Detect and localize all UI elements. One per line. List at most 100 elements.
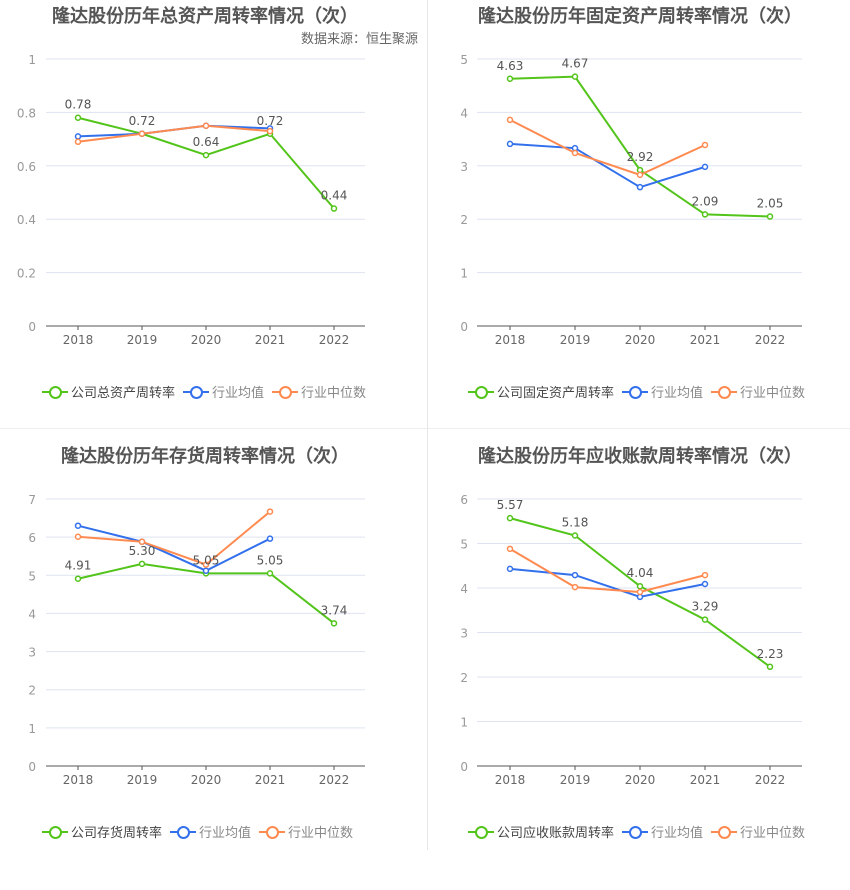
y-tick-label: 7: [28, 493, 36, 507]
data-point: [636, 183, 644, 191]
legend-line-circle-icon: [468, 384, 494, 400]
series-line-mean: [77, 124, 271, 138]
data-label: 0.64: [193, 135, 220, 149]
legend: 公司总资产周转率 行业均值 行业中位数: [42, 382, 366, 401]
data-label: 4.63: [497, 59, 524, 73]
y-tick-label: 0.2: [17, 267, 36, 281]
data-point: [506, 116, 514, 124]
data-point: [138, 560, 146, 568]
y-tick-label: 5: [460, 538, 468, 552]
data-point: [74, 533, 82, 541]
legend-item-median[interactable]: 行业中位数: [711, 822, 805, 841]
legend-label: 行业均值: [212, 386, 265, 401]
data-label: 0.72: [257, 114, 284, 128]
legend-item-median[interactable]: 行业中位数: [259, 822, 353, 841]
receivables-turnover-panel: 隆达股份历年应收账款周转率情况（次） 0 1 2 3 4 5 6 2018 2019 2020 20…: [428, 440, 850, 860]
chart-svg: 0 1 2 3 4 5 6 7 2018 2019 2020 2021 2022 4.91 5.30 5.05…: [28, 493, 365, 787]
x-tick-label: 2022: [319, 333, 350, 347]
legend-item-company[interactable]: 公司固定资产周转率: [468, 382, 614, 401]
legend-label: 行业中位数: [740, 826, 806, 841]
y-tick-label: 6: [460, 493, 468, 507]
y-tick-label: 5: [460, 53, 468, 67]
data-point: [571, 149, 579, 157]
x-tick-label: 2020: [625, 333, 656, 347]
series-line-company: [77, 116, 335, 210]
series-line-median: [509, 547, 706, 594]
data-point: [766, 663, 774, 671]
x-tick-label: 2021: [690, 333, 721, 347]
legend-line-circle-icon: [711, 384, 738, 400]
legend-item-median[interactable]: 行业中位数: [711, 382, 805, 401]
data-point: [202, 567, 210, 574]
data-label: 2.05: [757, 197, 784, 211]
legend-label: 行业中位数: [288, 826, 354, 841]
legend: 公司应收账款周转率 行业均值 行业中位数: [468, 822, 805, 841]
chart-title: 隆达股份历年存货周转率情况（次）: [61, 446, 349, 467]
series-line-mean: [77, 524, 271, 572]
data-point: [636, 582, 644, 590]
x-tick-label: 2019: [127, 773, 158, 787]
legend-line-circle-icon: [42, 384, 68, 400]
x-tick-label: 2021: [690, 773, 721, 787]
chart-title: 隆达股份历年应收账款周转率情况（次）: [478, 446, 802, 467]
inventory-turnover-panel: 隆达股份历年存货周转率情况（次） 0 1 2 3 4 5 6 7 2018 2019 2020 202…: [0, 440, 426, 860]
y-tick-label: 1: [460, 716, 468, 730]
y-tick-label: 1: [28, 53, 36, 67]
data-point: [636, 171, 644, 179]
legend-item-mean[interactable]: 行业均值: [183, 382, 264, 401]
y-tick-label: 3: [460, 627, 468, 641]
legend-line-circle-icon: [272, 384, 299, 400]
x-tick-label: 2019: [560, 333, 591, 347]
y-tick-label: 4: [28, 607, 36, 621]
legend-item-median[interactable]: 行业中位数: [272, 382, 366, 401]
data-point: [138, 130, 146, 138]
legend-item-mean[interactable]: 行业均值: [622, 382, 703, 401]
legend-line-circle-icon: [183, 384, 210, 400]
data-point: [74, 133, 82, 140]
y-tick-label: 0: [460, 320, 468, 334]
legend-item-company[interactable]: 公司总资产周转率: [42, 382, 175, 401]
chart-title: 隆达股份历年总资产周转率情况（次）: [52, 6, 358, 27]
x-tick-label: 2020: [191, 773, 222, 787]
data-label: 2.09: [692, 194, 719, 208]
data-label: 5.05: [257, 553, 284, 567]
legend: 公司固定资产周转率 行业均值 行业中位数: [468, 382, 805, 401]
data-point: [701, 163, 709, 171]
chart-svg: 0 1 2 3 4 5 2018 2019 2020 2021 2022 4.63 4.67 2.92 2.…: [460, 53, 802, 347]
series-line-mean: [509, 142, 706, 189]
legend-label: 行业均值: [651, 826, 704, 841]
data-point: [506, 565, 514, 573]
y-tick-label: 0.6: [17, 160, 36, 174]
data-point: [266, 535, 274, 542]
y-tick-label: 2: [460, 671, 468, 685]
legend-item-mean[interactable]: 行业均值: [170, 822, 251, 841]
legend-line-circle-icon: [170, 824, 197, 840]
y-tick-label: 5: [28, 569, 36, 583]
x-tick-label: 2022: [755, 773, 786, 787]
legend-line-circle-icon: [622, 824, 649, 840]
data-point: [202, 561, 210, 568]
data-label: 2.23: [757, 647, 784, 661]
data-point: [266, 127, 274, 135]
y-tick-label: 0: [28, 760, 36, 774]
legend-item-mean[interactable]: 行业均值: [622, 822, 703, 841]
legend-item-company[interactable]: 公司存货周转率: [42, 822, 162, 841]
data-point: [701, 580, 709, 588]
legend-line-circle-icon: [622, 384, 649, 400]
series-line-median: [77, 124, 271, 143]
legend-line-circle-icon: [259, 824, 286, 840]
data-point: [74, 114, 82, 121]
data-source: 数据来源：恒生聚源: [300, 32, 418, 47]
data-label: 0.44: [321, 189, 348, 203]
data-point: [74, 575, 82, 582]
legend-label: 行业中位数: [740, 386, 806, 401]
data-point: [74, 138, 82, 146]
legend-label: 公司固定资产周转率: [497, 386, 615, 401]
legend-item-company[interactable]: 公司应收账款周转率: [468, 822, 614, 841]
series-line-mean: [509, 567, 706, 598]
legend-label: 行业均值: [199, 826, 252, 841]
data-label: 4.91: [65, 559, 92, 573]
data-label: 2.92: [627, 150, 654, 164]
data-label: 4.67: [562, 57, 589, 71]
y-tick-label: 0: [28, 320, 36, 334]
